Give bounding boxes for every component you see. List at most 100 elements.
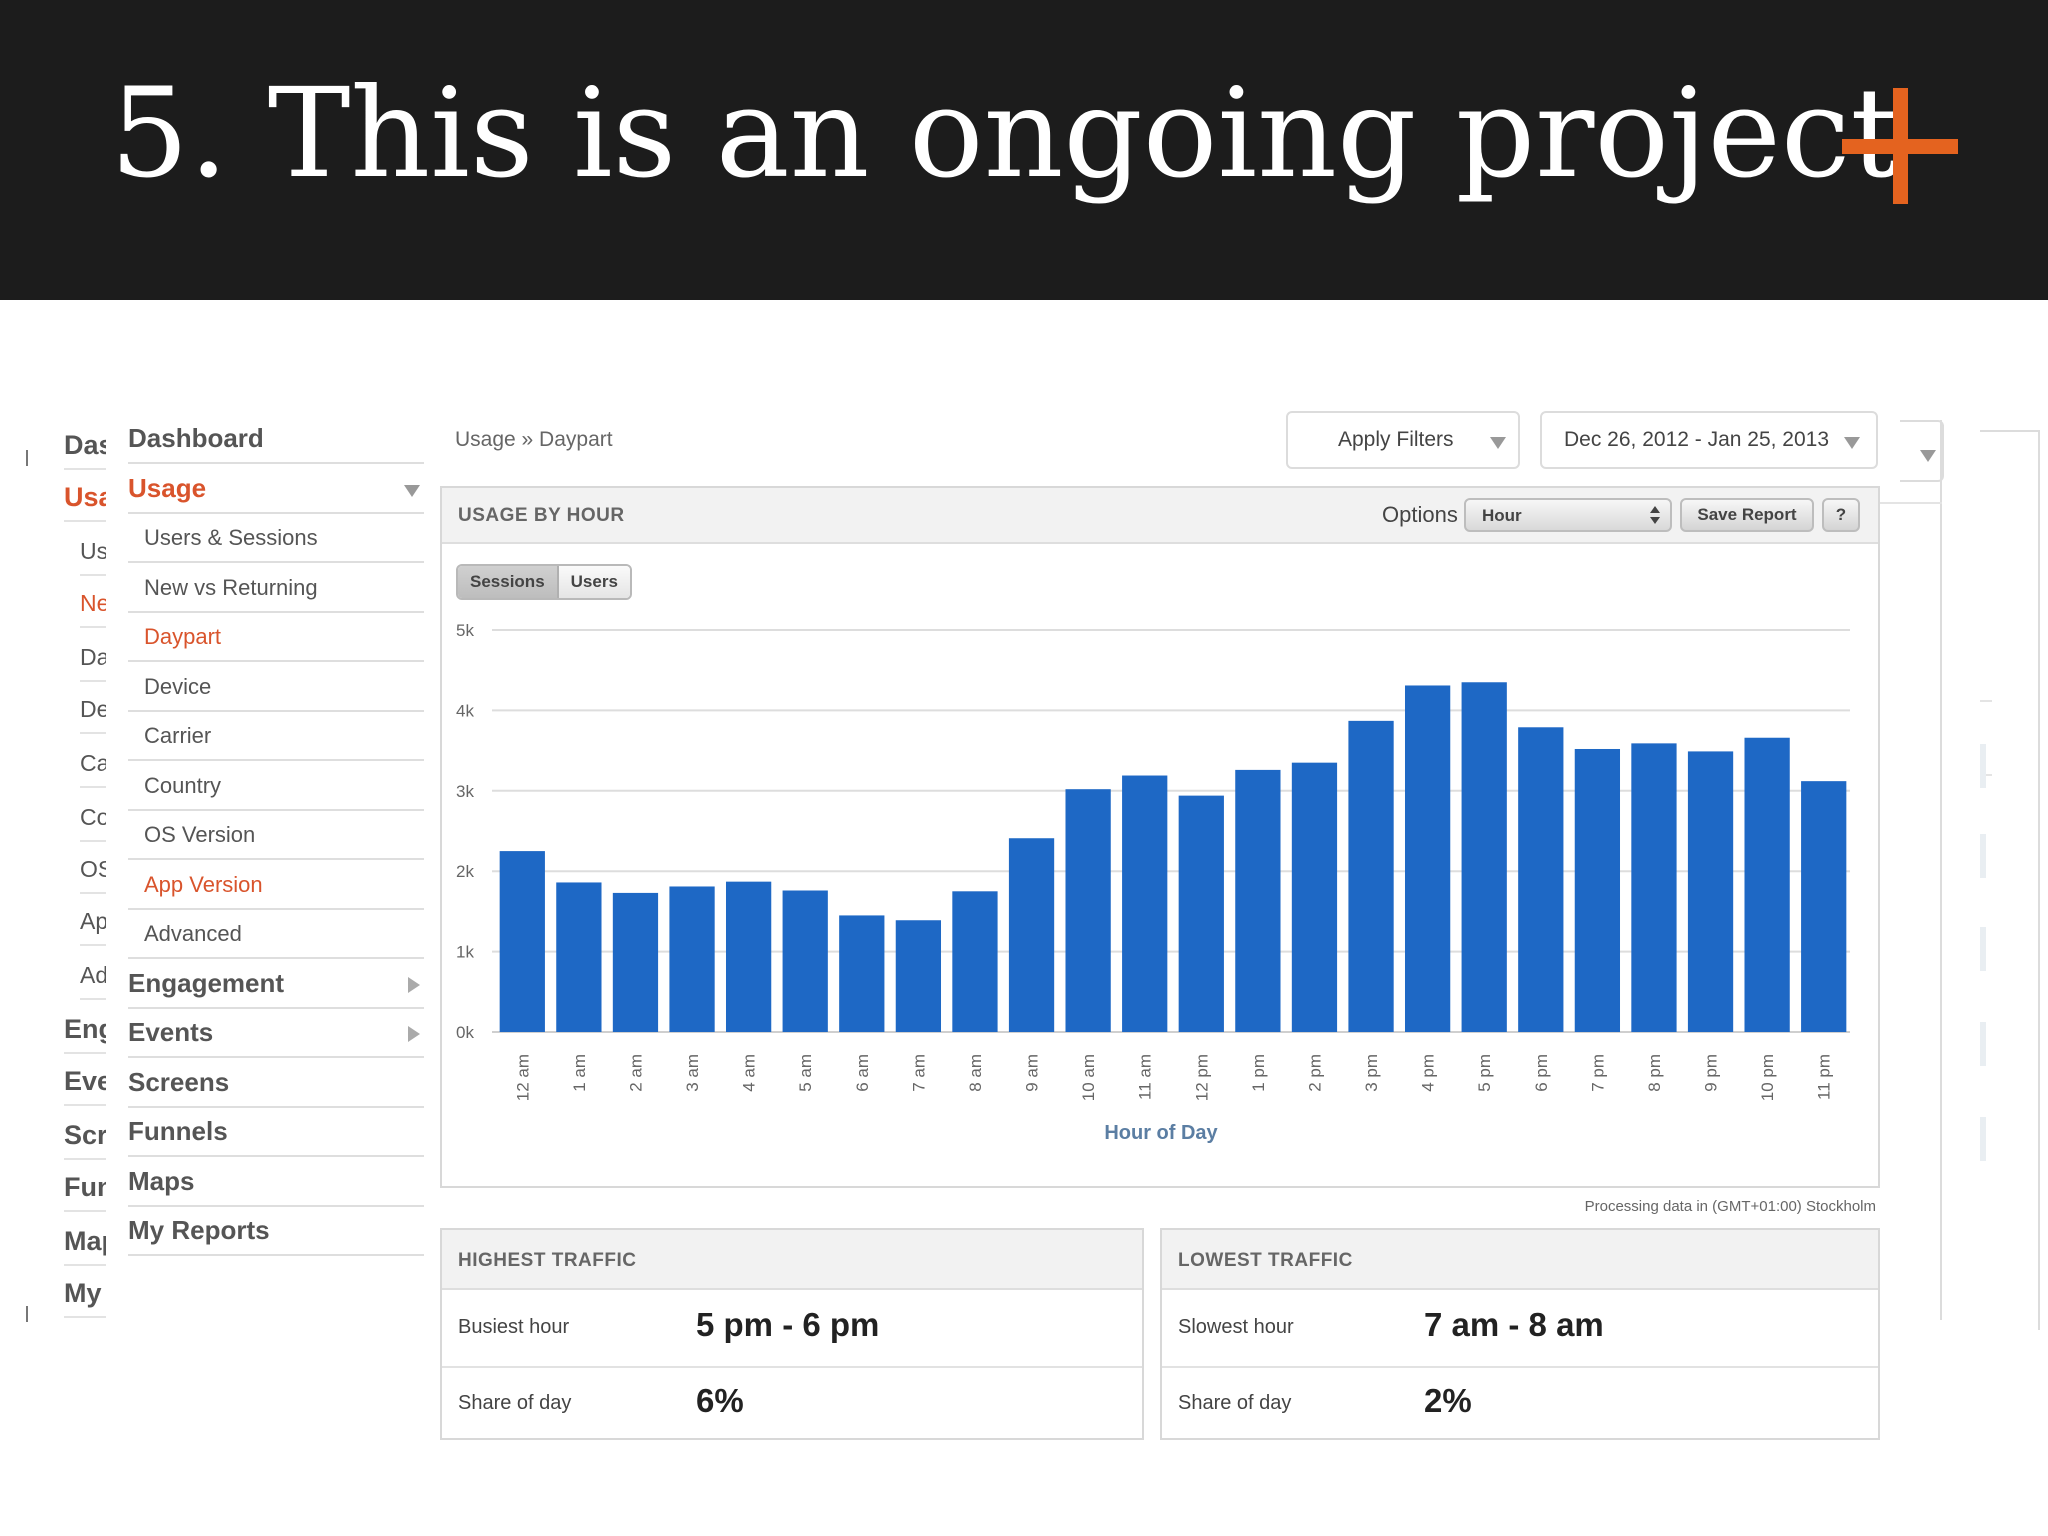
- sidebar-item-label: App Version: [144, 871, 263, 897]
- sidebar-item-funnels[interactable]: Funnels: [128, 1108, 424, 1157]
- busiest-hour-row: Busiest hour 5 pm - 6 pm: [442, 1292, 1142, 1366]
- chevron-down-icon: [1490, 437, 1506, 449]
- save-report-button[interactable]: Save Report: [1680, 498, 1814, 532]
- sidebar-item-daypart[interactable]: Daypart: [128, 613, 424, 662]
- bar-9-pm[interactable]: [1687, 751, 1734, 1032]
- sidebar-item-label: Screens: [128, 1066, 230, 1097]
- x-tick-label: 12 am: [513, 1054, 532, 1101]
- bar-6-pm[interactable]: [1518, 727, 1564, 1032]
- sidebar-item-label: My Reports: [128, 1215, 270, 1245]
- sidebar-item-advanced[interactable]: Advanced: [128, 910, 424, 959]
- share-of-day-value: 2%: [1424, 1382, 1472, 1419]
- slide-title: 5. This is an ongoing project: [110, 62, 1901, 206]
- apply-filters-dropdown[interactable]: Apply Filters: [1286, 411, 1520, 469]
- sidebar-item-device[interactable]: Device: [128, 663, 424, 712]
- options-label: Options: [1382, 502, 1458, 527]
- bar-6-am[interactable]: [839, 915, 885, 1032]
- bar-4-pm[interactable]: [1404, 685, 1451, 1032]
- slide-header: 5. This is an ongoing project: [0, 0, 2048, 300]
- sidebar-item-label: Funnels: [128, 1116, 228, 1146]
- bar-11-pm[interactable]: [1801, 781, 1847, 1032]
- breadcrumb[interactable]: Usage » Daypart: [455, 428, 613, 451]
- y-tick-label: 0k: [456, 1023, 474, 1042]
- x-tick-label: 9 am: [1023, 1054, 1042, 1092]
- sidebar-item-new-vs-returning[interactable]: New vs Returning: [128, 564, 424, 613]
- bar-7-pm[interactable]: [1574, 748, 1621, 1032]
- x-tick-label: 4 am: [740, 1054, 759, 1092]
- bar-11-am[interactable]: [1122, 775, 1168, 1032]
- share-of-day-value: 6%: [696, 1382, 744, 1419]
- bar-1-am[interactable]: [556, 882, 602, 1032]
- bar-10-pm[interactable]: [1744, 737, 1790, 1032]
- background-nav-item: Engagement: [64, 1004, 106, 1054]
- sidebar-item-usage[interactable]: Usage: [128, 465, 424, 514]
- users-toggle[interactable]: Users: [558, 566, 630, 598]
- sidebar-item-os-version[interactable]: OS Version: [128, 811, 424, 860]
- bar-10-am[interactable]: [1065, 789, 1111, 1032]
- x-tick-label: 3 am: [683, 1054, 702, 1092]
- bar-5-pm[interactable]: [1461, 682, 1507, 1032]
- sidebar-item-users-sessions[interactable]: Users & Sessions: [128, 514, 424, 563]
- x-tick-label: 3 pm: [1362, 1054, 1381, 1092]
- bar-7-am[interactable]: [895, 920, 942, 1032]
- x-tick-label: 11 am: [1136, 1054, 1155, 1100]
- sidebar-item-app-version[interactable]: App Version: [128, 861, 424, 910]
- chevron-right-icon: [408, 976, 420, 993]
- bar-8-pm[interactable]: [1631, 743, 1677, 1032]
- background-divider: [1980, 700, 1992, 702]
- bar-8-am[interactable]: [952, 891, 998, 1032]
- sidebar-item-label: Carrier: [144, 723, 212, 748]
- sidebar-item-carrier[interactable]: Carrier: [128, 712, 424, 761]
- x-tick-label: 4 pm: [1419, 1054, 1438, 1092]
- bar-2-am[interactable]: [612, 892, 659, 1032]
- x-axis-title: Hour of Day: [1104, 1122, 1218, 1144]
- x-tick-label: 2 pm: [1305, 1054, 1324, 1092]
- background-nav-item: App Version: [80, 896, 106, 946]
- date-range-dropdown[interactable]: Dec 26, 2012 - Jan 25, 2013: [1540, 411, 1878, 469]
- background-nav-item: Maps: [64, 1216, 106, 1266]
- sessions-toggle[interactable]: Sessions: [458, 566, 559, 598]
- sidebar-item-label: Country: [144, 772, 222, 798]
- sidebar-item-maps[interactable]: Maps: [128, 1158, 424, 1207]
- background-window-edge: [26, 450, 28, 466]
- processing-note: Processing data in (GMT+01:00) Stockholm: [1584, 1198, 1876, 1215]
- background-nav-item: Carrier: [80, 738, 106, 788]
- bar-2-pm[interactable]: [1291, 762, 1338, 1032]
- help-button[interactable]: ?: [1822, 498, 1860, 532]
- bar-1-pm[interactable]: [1235, 769, 1281, 1032]
- background-nav-item: Daypart: [80, 632, 106, 682]
- bar-4-am[interactable]: [725, 881, 772, 1032]
- slowest-hour-label: Slowest hour: [1178, 1316, 1294, 1338]
- sidebar-item-label: Advanced: [144, 921, 242, 946]
- x-tick-label: 7 pm: [1588, 1054, 1607, 1092]
- background-nav-item: Screens: [64, 1110, 106, 1160]
- bar-3-am[interactable]: [669, 886, 715, 1032]
- sidebar-item-events[interactable]: Events: [128, 1009, 424, 1058]
- bar-12-am[interactable]: [499, 851, 545, 1032]
- sidebar-item-engagement[interactable]: Engagement: [128, 960, 424, 1009]
- sidebar-item-label: Daypart: [144, 624, 222, 649]
- bar-9-am[interactable]: [1008, 838, 1055, 1032]
- chevron-right-icon: [408, 1026, 420, 1042]
- bar-5-am[interactable]: [782, 890, 828, 1032]
- highest-traffic-card: HIGHEST TRAFFIC Busiest hour 5 pm - 6 pm…: [440, 1228, 1144, 1440]
- y-tick-label: 2k: [456, 862, 474, 881]
- granularity-select[interactable]: Hour: [1464, 498, 1672, 532]
- sidebar-item-label: New vs Returning: [144, 574, 318, 600]
- sidebar-item-label: Events: [128, 1017, 214, 1047]
- x-tick-label: 10 pm: [1758, 1054, 1777, 1101]
- bar-3-pm[interactable]: [1348, 720, 1394, 1032]
- x-tick-label: 1 am: [570, 1054, 589, 1092]
- bar-12-pm[interactable]: [1178, 795, 1224, 1032]
- background-bar: [1980, 927, 1986, 971]
- sidebar-item-screens[interactable]: Screens: [128, 1059, 424, 1108]
- background-nav-item: OS Version: [80, 844, 106, 894]
- sidebar-item-label: Maps: [128, 1165, 195, 1196]
- y-tick-label: 1k: [456, 943, 474, 962]
- sidebar-item-country[interactable]: Country: [128, 762, 424, 811]
- sidebar-item-label: Usage: [128, 472, 207, 503]
- x-tick-label: 5 pm: [1475, 1054, 1494, 1092]
- sidebar-item-my-reports[interactable]: My Reports: [128, 1207, 424, 1256]
- chevron-down-icon: [1844, 437, 1860, 449]
- sidebar-item-dashboard[interactable]: Dashboard: [128, 415, 424, 464]
